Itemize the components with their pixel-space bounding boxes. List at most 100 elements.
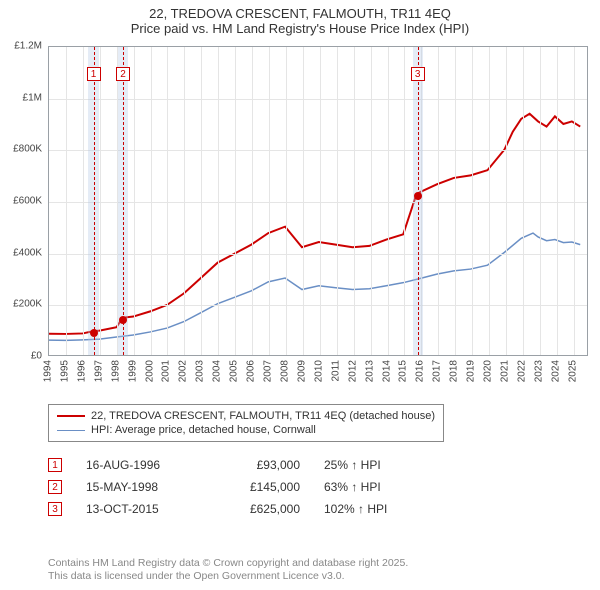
gridline-v xyxy=(574,47,575,355)
x-tick-label: 2025 xyxy=(567,360,578,382)
y-tick-label: £600K xyxy=(13,196,42,207)
gridline-v xyxy=(184,47,185,355)
gridline-v xyxy=(506,47,507,355)
gridline-v xyxy=(201,47,202,355)
x-tick-label: 2005 xyxy=(229,360,240,382)
x-tick-label: 2023 xyxy=(533,360,544,382)
y-axis: £0£200K£400K£600K£800K£1M£1.2M xyxy=(8,46,46,356)
x-tick-label: 2018 xyxy=(449,360,460,382)
plot-area: 1 2 3 xyxy=(48,46,588,356)
legend: 22, TREDOVA CRESCENT, FALMOUTH, TR11 4EQ… xyxy=(48,404,444,442)
x-tick-label: 1995 xyxy=(59,360,70,382)
gridline-v xyxy=(354,47,355,355)
sale-hpi-delta: 63% ↑ HPI xyxy=(324,480,444,494)
gridline-v xyxy=(303,47,304,355)
sale-price: £145,000 xyxy=(220,480,300,494)
transactions-table: 116-AUG-1996£93,00025% ↑ HPI215-MAY-1998… xyxy=(48,454,444,520)
transaction-dot xyxy=(414,192,422,200)
transaction-dashline xyxy=(123,47,124,355)
legend-label: 22, TREDOVA CRESCENT, FALMOUTH, TR11 4EQ… xyxy=(91,410,435,422)
gridline-v xyxy=(269,47,270,355)
x-tick-label: 1996 xyxy=(76,360,87,382)
title-line-1: 22, TREDOVA CRESCENT, FALMOUTH, TR11 4EQ xyxy=(0,6,600,21)
sale-hpi-delta: 102% ↑ HPI xyxy=(324,502,444,516)
x-tick-label: 2017 xyxy=(432,360,443,382)
x-tick-label: 2007 xyxy=(263,360,274,382)
x-axis: 1994199519961997199819992000200120022003… xyxy=(48,358,588,396)
gridline-v xyxy=(134,47,135,355)
x-tick-label: 2016 xyxy=(415,360,426,382)
x-tick-label: 2022 xyxy=(516,360,527,382)
sale-price: £93,000 xyxy=(220,458,300,472)
transaction-dashline xyxy=(418,47,419,355)
gridline-v xyxy=(371,47,372,355)
x-tick-label: 2013 xyxy=(364,360,375,382)
transaction-marker-label: 3 xyxy=(411,67,425,81)
gridline-v xyxy=(404,47,405,355)
y-tick-label: £200K xyxy=(13,299,42,310)
x-tick-label: 2003 xyxy=(195,360,206,382)
transaction-dot xyxy=(119,316,127,324)
sale-row: 3 13-OCT-2015 £625,000 102% ↑ HPI xyxy=(48,498,444,520)
sale-number-box: 2 xyxy=(48,480,62,494)
footer-line-1: Contains HM Land Registry data © Crown c… xyxy=(48,557,408,571)
gridline-v xyxy=(438,47,439,355)
chart-container: £0£200K£400K£600K£800K£1M£1.2M 123 19941… xyxy=(8,46,592,396)
gridline-v xyxy=(235,47,236,355)
x-tick-label: 2000 xyxy=(144,360,155,382)
x-tick-label: 1998 xyxy=(110,360,121,382)
legend-swatch xyxy=(57,415,85,417)
x-tick-label: 2015 xyxy=(398,360,409,382)
sale-date: 13-OCT-2015 xyxy=(86,502,196,516)
sale-row: 2 15-MAY-1998 £145,000 63% ↑ HPI xyxy=(48,476,444,498)
x-tick-label: 2010 xyxy=(313,360,324,382)
x-tick-label: 2009 xyxy=(296,360,307,382)
x-tick-label: 2001 xyxy=(161,360,172,382)
x-tick-label: 2008 xyxy=(279,360,290,382)
x-tick-label: 2024 xyxy=(550,360,561,382)
gridline-v xyxy=(472,47,473,355)
legend-label: HPI: Average price, detached house, Corn… xyxy=(91,424,316,436)
x-tick-label: 2014 xyxy=(381,360,392,382)
x-tick-label: 2002 xyxy=(178,360,189,382)
sale-number-box: 3 xyxy=(48,502,62,516)
gridline-v xyxy=(83,47,84,355)
gridline-v xyxy=(455,47,456,355)
transaction-marker-label: 1 xyxy=(87,67,101,81)
transaction-marker-label: 2 xyxy=(116,67,130,81)
gridline-v xyxy=(100,47,101,355)
x-tick-label: 1999 xyxy=(127,360,138,382)
x-tick-label: 2019 xyxy=(466,360,477,382)
gridline-v xyxy=(151,47,152,355)
series-price_paid xyxy=(49,114,580,334)
gridline-v xyxy=(167,47,168,355)
gridline-v xyxy=(286,47,287,355)
sale-date: 15-MAY-1998 xyxy=(86,480,196,494)
gridline-v xyxy=(388,47,389,355)
x-tick-label: 2006 xyxy=(246,360,257,382)
y-tick-label: £1.2M xyxy=(14,41,42,52)
sale-price: £625,000 xyxy=(220,502,300,516)
transaction-dashline xyxy=(94,47,95,355)
transaction-dot xyxy=(90,329,98,337)
footer-line-2: This data is licensed under the Open Gov… xyxy=(48,570,408,584)
y-tick-label: £400K xyxy=(13,247,42,258)
legend-row: 22, TREDOVA CRESCENT, FALMOUTH, TR11 4EQ… xyxy=(57,409,435,423)
x-tick-label: 1997 xyxy=(93,360,104,382)
legend-row: HPI: Average price, detached house, Corn… xyxy=(57,423,435,437)
gridline-v xyxy=(218,47,219,355)
sale-row: 116-AUG-1996£93,00025% ↑ HPI xyxy=(48,454,444,476)
sale-hpi-delta: 25% ↑ HPI xyxy=(324,458,444,472)
gridline-v xyxy=(66,47,67,355)
gridline-v xyxy=(489,47,490,355)
gridline-v xyxy=(337,47,338,355)
y-tick-label: £800K xyxy=(13,144,42,155)
gridline-v xyxy=(557,47,558,355)
x-tick-label: 1994 xyxy=(43,360,54,382)
x-tick-label: 2020 xyxy=(483,360,494,382)
x-tick-label: 2011 xyxy=(330,360,341,382)
chart-title-block: 22, TREDOVA CRESCENT, FALMOUTH, TR11 4EQ… xyxy=(0,0,600,38)
x-tick-label: 2004 xyxy=(212,360,223,382)
gridline-v xyxy=(252,47,253,355)
footer-attribution: Contains HM Land Registry data © Crown c… xyxy=(48,557,408,584)
